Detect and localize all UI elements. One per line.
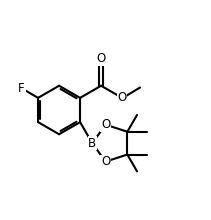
- Text: O: O: [101, 118, 110, 131]
- Text: F: F: [18, 82, 25, 95]
- Text: B: B: [88, 137, 96, 150]
- Text: O: O: [101, 155, 110, 168]
- Text: O: O: [96, 52, 106, 65]
- Text: O: O: [118, 91, 127, 104]
